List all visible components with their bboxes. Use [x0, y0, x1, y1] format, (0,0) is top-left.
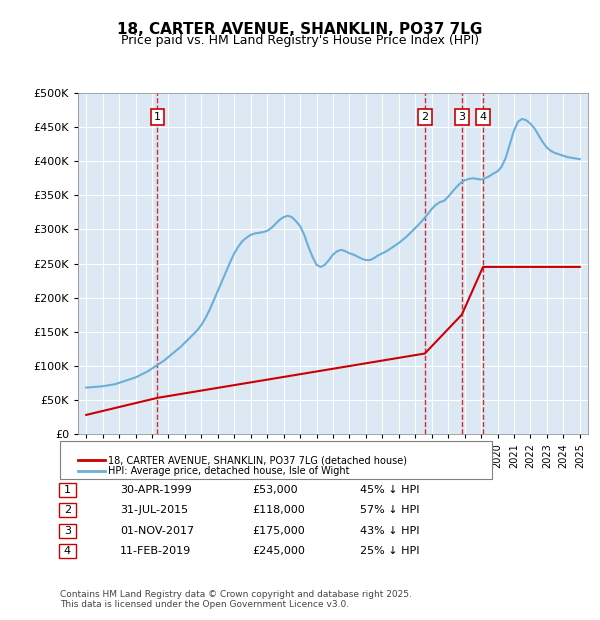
Text: Price paid vs. HM Land Registry's House Price Index (HPI): Price paid vs. HM Land Registry's House …	[121, 34, 479, 47]
Text: Contains HM Land Registry data © Crown copyright and database right 2025.
This d: Contains HM Land Registry data © Crown c…	[60, 590, 412, 609]
Text: 01-NOV-2017: 01-NOV-2017	[120, 526, 194, 536]
Text: 30-APR-1999: 30-APR-1999	[120, 485, 192, 495]
Text: 1: 1	[154, 112, 161, 122]
Text: 1: 1	[64, 485, 71, 495]
Text: £175,000: £175,000	[252, 526, 305, 536]
Text: 45% ↓ HPI: 45% ↓ HPI	[360, 485, 419, 495]
Text: 4: 4	[479, 112, 487, 122]
Text: 25% ↓ HPI: 25% ↓ HPI	[360, 546, 419, 556]
Text: 3: 3	[458, 112, 466, 122]
Text: 3: 3	[64, 526, 71, 536]
Text: HPI: Average price, detached house, Isle of Wight: HPI: Average price, detached house, Isle…	[108, 466, 349, 476]
Text: 43% ↓ HPI: 43% ↓ HPI	[360, 526, 419, 536]
Text: 31-JUL-2015: 31-JUL-2015	[120, 505, 188, 515]
Text: £53,000: £53,000	[252, 485, 298, 495]
Text: 18, CARTER AVENUE, SHANKLIN, PO37 7LG (detached house): 18, CARTER AVENUE, SHANKLIN, PO37 7LG (d…	[108, 455, 407, 465]
Text: £245,000: £245,000	[252, 546, 305, 556]
Text: 11-FEB-2019: 11-FEB-2019	[120, 546, 191, 556]
Text: 2: 2	[421, 112, 428, 122]
Text: 57% ↓ HPI: 57% ↓ HPI	[360, 505, 419, 515]
Text: 2: 2	[64, 505, 71, 515]
Text: £118,000: £118,000	[252, 505, 305, 515]
Text: 4: 4	[64, 546, 71, 556]
Text: 18, CARTER AVENUE, SHANKLIN, PO37 7LG: 18, CARTER AVENUE, SHANKLIN, PO37 7LG	[118, 22, 482, 37]
